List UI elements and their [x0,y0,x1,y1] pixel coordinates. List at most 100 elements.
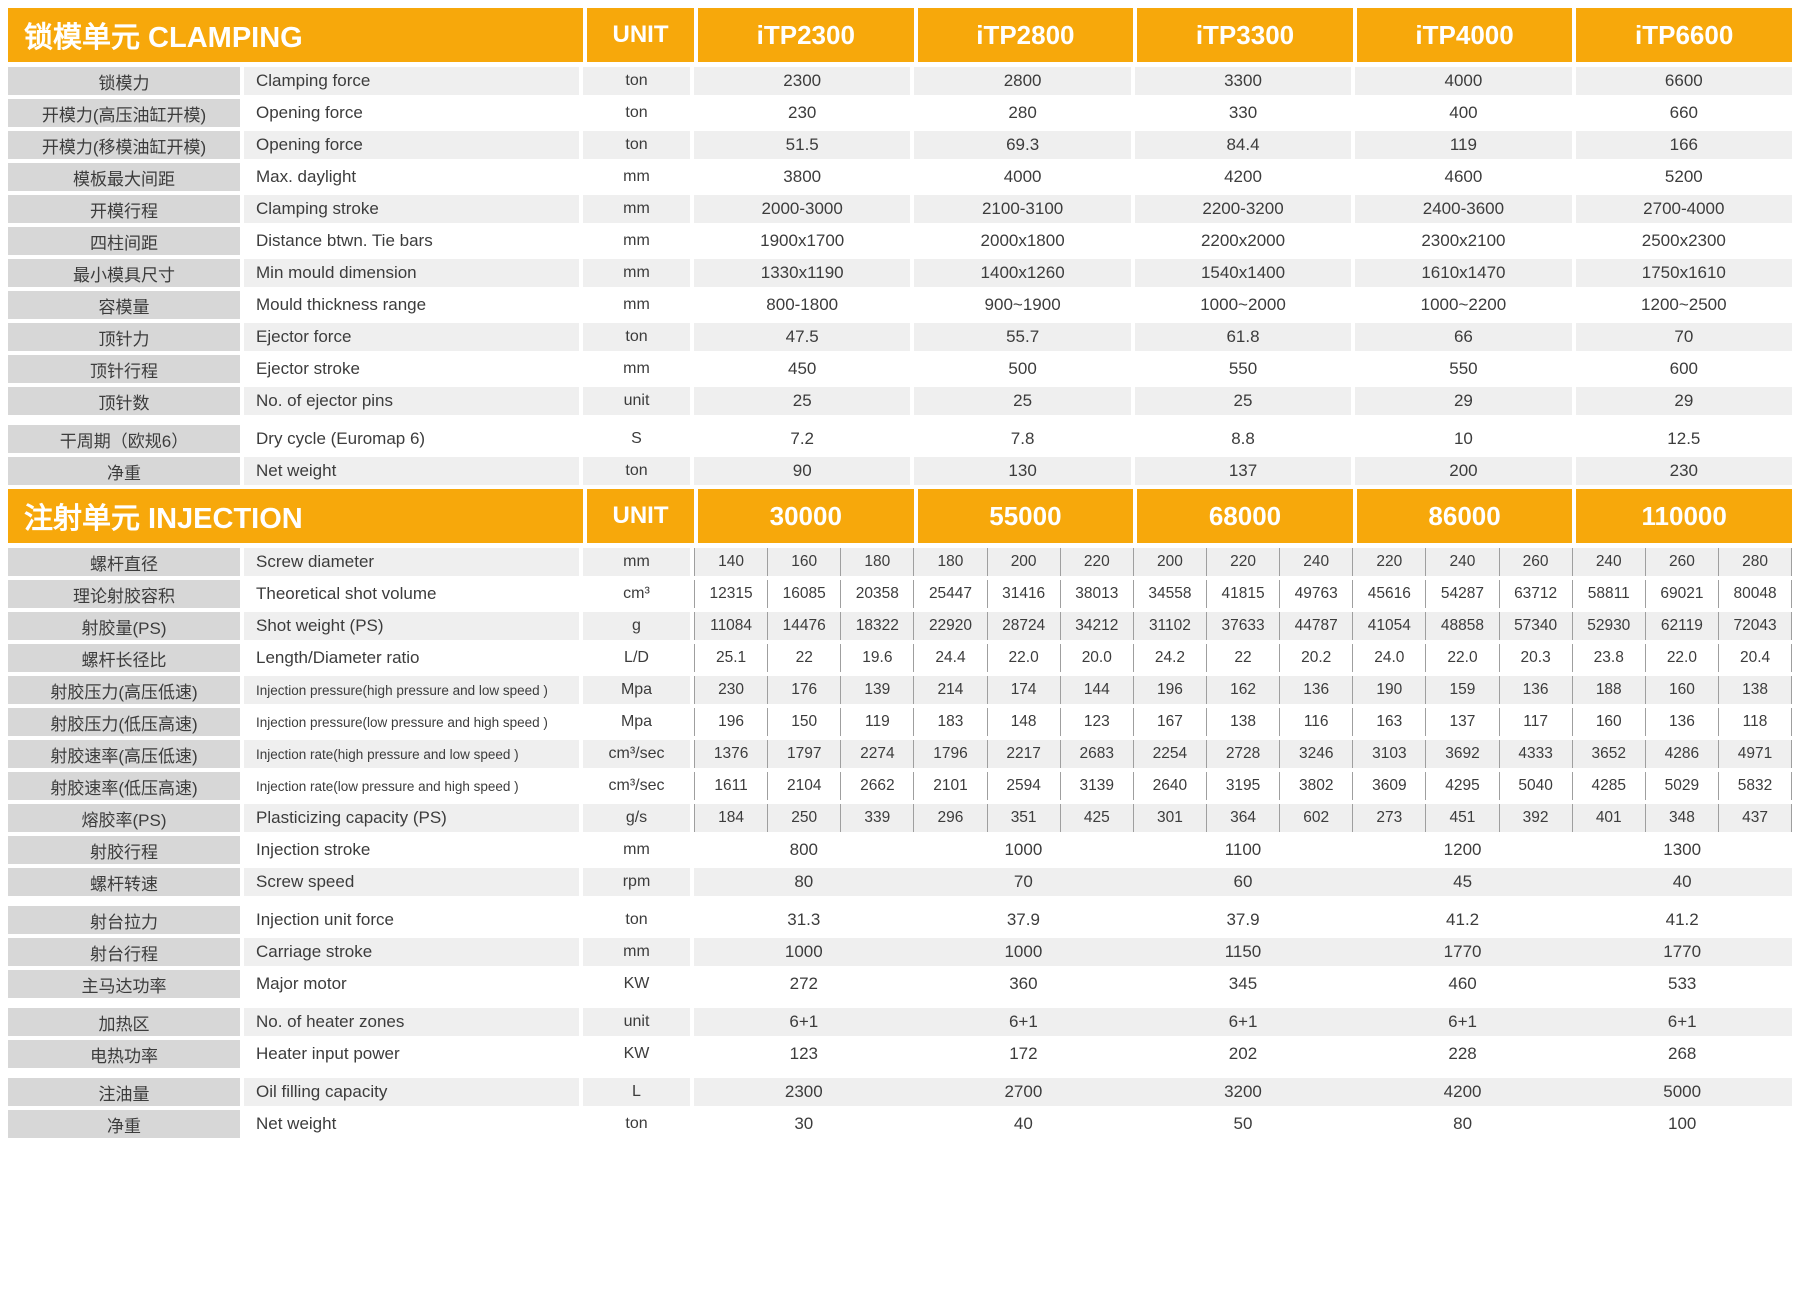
value-cell: 2100-3100 [914,195,1131,223]
value-cell: 296 [914,804,988,832]
row-label-cn: 熔胶率(PS) [8,804,240,832]
row-label-en: Major motor [244,970,579,998]
injection-rows: 螺杆直径 Screw diameter mm 140 160 180 180 200 220 20… [8,548,1793,1138]
value-cell: 401 [1573,804,1646,832]
value-cell: 137 [1426,708,1500,736]
clamping-header-band: 锁模单元 CLAMPING UNIT iTP2300 iTP2800 iTP3300… [8,8,1792,62]
row-label-en: Injection pressure(high pressure and low… [244,676,579,704]
value-cell: 3200 [1224,1082,1262,1101]
injection-unit-header: UNIT [587,489,694,543]
clamping-unit-header: UNIT [587,8,694,62]
row-unit: cm³ [583,580,690,608]
value-cell: 19.6 [841,644,915,672]
row-values: 31.3 37.9 37.9 41.2 41.2 [694,906,1792,934]
value-cell: 44787 [1280,612,1354,640]
row-values: 123 172 202 228 268 [694,1040,1792,1068]
value-cell: 220 [1207,548,1281,576]
row-label-cn: 最小模具尺寸 [8,259,240,287]
row-label-en: Heater input power [244,1040,579,1068]
value-cell: 348 [1646,804,1719,832]
model-header: iTP2300 [698,8,914,62]
value-cell: 1611 [695,772,769,800]
value-cell: 22.0 [988,644,1061,672]
spec-row: 射胶速率(低压高速) Injection rate(low pressure an… [8,772,1793,800]
spec-row: 顶针数 No. of ejector pins unit 25 25 25 29 29 [8,387,1793,415]
row-values: 800 1000 1100 1200 1300 [694,836,1792,864]
row-unit: ton [583,457,690,485]
row-unit: rpm [583,868,690,896]
value-cell: 2000-3000 [694,195,911,223]
row-values: 2300 2700 3200 4200 5000 [694,1078,1792,1106]
row-unit: mm [583,548,690,576]
value-cell: 70 [1013,872,1033,891]
value-cell: 2662 [841,772,915,800]
value-cell: 2683 [1061,740,1134,768]
value-cell: 136 [1280,676,1354,704]
value-cell: 34558 [1134,580,1207,608]
value-cell: 24.0 [1353,644,1427,672]
value-cell: 20.2 [1280,644,1354,672]
value-cell: 200 [1134,548,1207,576]
value-cell: 84.4 [1134,131,1352,159]
value-cell: 3246 [1280,740,1354,768]
row-values: 1000 1000 1150 1770 1770 [694,938,1792,966]
spec-row: 开模行程 Clamping stroke mm 2000-3000 2100-3100 2… [8,195,1793,223]
row-values: 1376 1797 2274 1796 2217 2683 2254 2728 3246 3103… [694,740,1793,768]
model-header: iTP3300 [1137,8,1353,62]
value-cell: 2104 [768,772,842,800]
value-cell: 451 [1426,804,1500,832]
value-cell: 3692 [1426,740,1500,768]
value-cell: 2594 [988,772,1061,800]
row-label-en: Injection stroke [244,836,579,864]
row-label-cn: 加热区 [8,1008,240,1036]
row-unit: mm [583,836,690,864]
value-cell: 200 [988,548,1061,576]
row-label-en: Net weight [244,457,579,485]
value-cell: 550 [1355,355,1572,383]
value-cell: 176 [768,676,842,704]
value-cell: 5040 [1500,772,1573,800]
value-cell: 4000 [1355,67,1572,95]
value-cell: 20358 [841,580,915,608]
row-unit: ton [583,67,690,95]
value-cell: 260 [1646,548,1719,576]
row-unit: ton [583,323,690,351]
value-cell: 25447 [914,580,988,608]
value-cell: 460 [1448,974,1477,993]
value-cell: 90 [694,457,911,485]
value-cell: 22.0 [1646,644,1719,672]
spec-row: 射台行程 Carriage stroke mm 1000 1000 1150 1770 177… [8,938,1792,966]
value-cell: 25 [914,387,1131,415]
value-cell: 1000 [1004,840,1043,859]
model-header: iTP2800 [917,8,1134,62]
row-unit: Mpa [583,676,690,704]
value-cell: 2800 [914,67,1131,95]
model-header: 68000 [1137,489,1353,543]
value-cell: 5029 [1646,772,1719,800]
value-cell: 25.1 [695,644,769,672]
value-cell: 49763 [1280,580,1354,608]
value-cell: 162 [1207,676,1281,704]
injection-header-band: 注射单元 INJECTION UNIT 30000 55000 68000 86000… [8,489,1792,543]
value-cell: 50 [1233,1114,1253,1133]
value-cell: 41.2 [1446,910,1480,929]
value-cell: 160 [1646,676,1719,704]
row-unit: mm [583,195,690,223]
row-unit: KW [583,1040,690,1068]
row-label-en: Injection pressure(low pressure and high… [244,708,579,736]
row-unit: g [583,612,690,640]
value-cell: 2728 [1207,740,1281,768]
value-cell: 4285 [1573,772,1646,800]
value-cell: 2300x2100 [1355,227,1572,255]
value-cell: 34212 [1061,612,1134,640]
value-cell: 1750x1610 [1575,259,1793,287]
row-values: 7.2 7.8 8.8 10 12.5 [694,425,1793,453]
value-cell: 220 [1353,548,1427,576]
value-cell: 140 [695,548,769,576]
row-label-cn: 电热功率 [8,1040,240,1068]
value-cell: 1797 [768,740,842,768]
value-cell: 52930 [1573,612,1646,640]
value-cell: 228 [1448,1044,1477,1063]
value-cell: 1376 [695,740,769,768]
row-label-en: Screw diameter [244,548,579,576]
